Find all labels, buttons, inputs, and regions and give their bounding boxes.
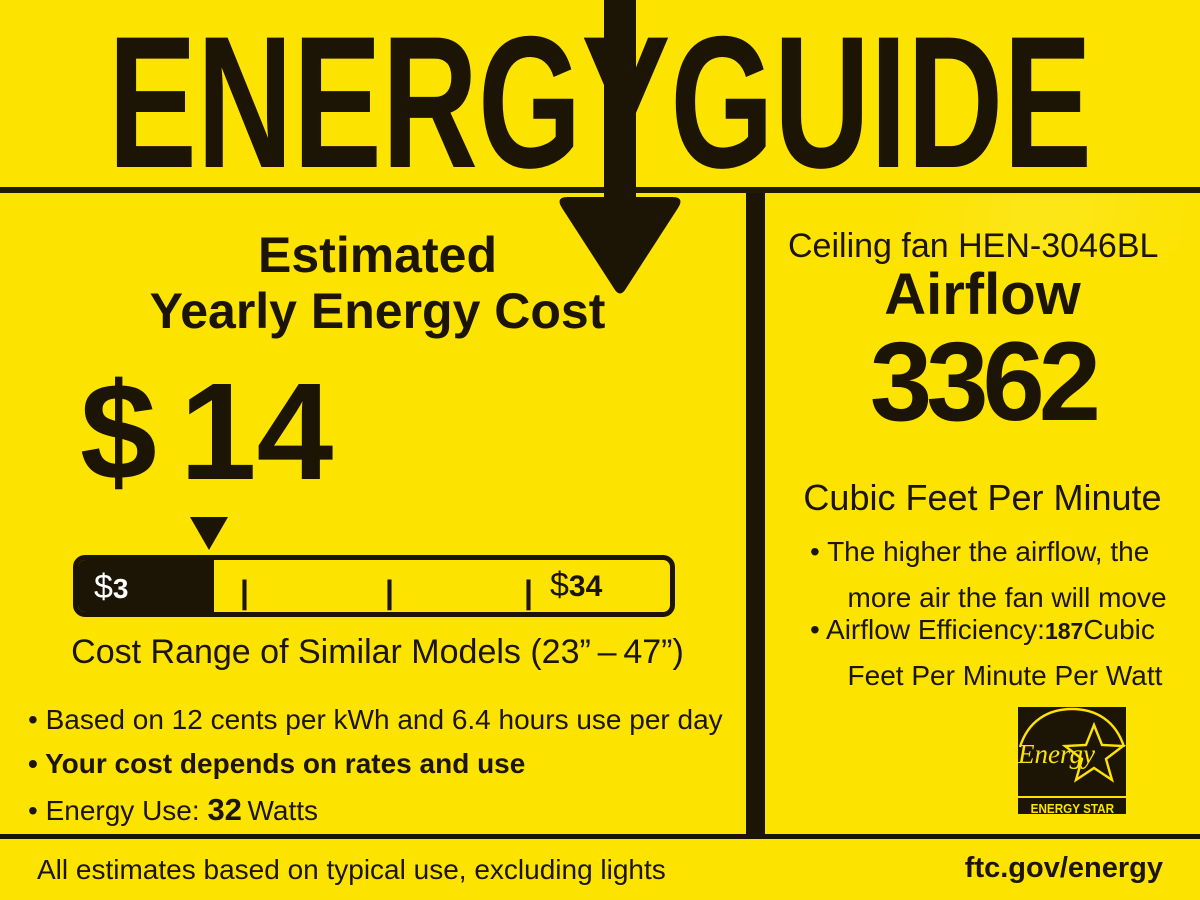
svg-text:Energy: Energy xyxy=(1018,739,1095,769)
